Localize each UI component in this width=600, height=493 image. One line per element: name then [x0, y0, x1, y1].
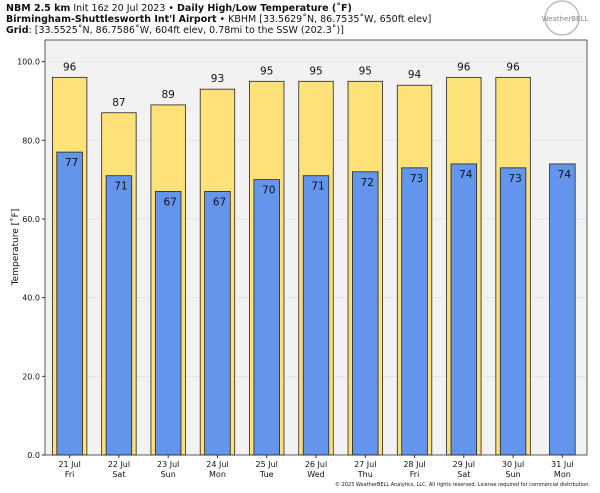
value-label: 71: [311, 181, 324, 193]
plot-frame: [44, 39, 588, 456]
footer: © 2023 WeatherBELL Analytics, LLC. All r…: [335, 481, 590, 488]
bar: [450, 163, 478, 456]
x-tick-weekday: Sat: [457, 470, 470, 479]
x-tick-weekday: Fri: [65, 470, 75, 479]
value-label: 93: [211, 73, 224, 85]
value-label: 67: [163, 196, 176, 208]
x-tick-label: 27 Jul: [354, 460, 376, 469]
title-part: : [33.5525˚N, 86.7586˚W, 604ft elev, 0.7…: [29, 25, 344, 36]
title-part: Grid: [6, 25, 29, 36]
value-label: 89: [161, 89, 174, 101]
x-tick-weekday: Wed: [307, 470, 324, 479]
x-tick-label: 30 Jul: [502, 460, 524, 469]
y-tick-label: 80.0: [22, 136, 40, 145]
y-tick-label: 40.0: [22, 294, 40, 303]
x-tick-label: 31 Jul: [551, 460, 573, 469]
x-tick-label: 21 Jul: [58, 460, 80, 469]
logo: WeatherBELL: [542, 15, 589, 23]
value-label: 96: [506, 61, 520, 73]
x-tick-weekday: Mon: [209, 470, 226, 479]
x-tick-label: 22 Jul: [108, 460, 130, 469]
bar: [154, 191, 182, 456]
title-part: Daily High/Low Temperature (˚F): [177, 3, 352, 14]
bar: [549, 163, 576, 456]
value-label: 70: [262, 185, 275, 197]
value-label: 73: [410, 173, 423, 185]
title-part: • KBHM [33.5629˚N, 86.7535˚W, 650ft elev…: [216, 14, 431, 25]
x-tick-weekday: Sat: [112, 470, 125, 479]
value-label: 72: [361, 177, 374, 189]
x-tick-label: 23 Jul: [157, 460, 179, 469]
bar: [105, 175, 133, 456]
value-label: 95: [359, 65, 372, 77]
bar: [352, 171, 379, 456]
title-part: Birmingham-Shuttlesworth Int'l Airport: [6, 14, 217, 25]
x-tick-weekday: Thu: [357, 470, 373, 479]
x-tick-weekday: Sun: [161, 470, 176, 479]
value-label: 73: [508, 173, 521, 185]
x-tick-label: 26 Jul: [305, 460, 327, 469]
x-tick-label: 29 Jul: [453, 460, 475, 469]
x-tick-label: 24 Jul: [206, 460, 228, 469]
bar: [401, 167, 428, 456]
title-line: NBM 2.5 km Init 16z 20 Jul 2023 • Daily …: [6, 3, 352, 14]
logo-mark: [544, 0, 580, 36]
title-part: NBM 2.5 km: [6, 3, 70, 14]
bar: [56, 151, 83, 456]
value-label: 94: [408, 69, 422, 81]
x-tick-label: 28 Jul: [403, 460, 425, 469]
value-label: 77: [65, 157, 78, 169]
y-tick-label: 60.0: [22, 215, 40, 224]
x-tick-weekday: Mon: [554, 470, 571, 479]
value-label: 74: [558, 169, 572, 181]
x-tick-weekday: Tue: [259, 470, 274, 479]
bar: [253, 179, 280, 456]
bar: [499, 167, 527, 456]
value-label: 87: [112, 97, 125, 109]
title-line: Grid: [33.5525˚N, 86.7586˚W, 604ft elev,…: [6, 25, 344, 36]
y-axis-label: Temperature [˚F]: [10, 209, 21, 287]
title-part: Init 16z 20 Jul 2023 •: [70, 3, 177, 14]
value-label: 95: [260, 65, 273, 77]
bar: [302, 175, 330, 456]
title-line: Birmingham-Shuttlesworth Int'l Airport •…: [6, 14, 431, 25]
value-label: 95: [309, 65, 322, 77]
x-tick-weekday: Sun: [505, 470, 520, 479]
y-tick-label: 20.0: [22, 372, 40, 381]
x-tick-label: 25 Jul: [256, 460, 278, 469]
value-label: 96: [457, 61, 471, 73]
y-tick-label: 0.0: [27, 451, 40, 460]
value-label: 74: [459, 169, 473, 181]
bar: [204, 191, 231, 456]
value-label: 96: [63, 61, 77, 73]
y-tick-label: 100.0: [17, 58, 40, 67]
value-label: 67: [213, 196, 226, 208]
value-label: 71: [114, 181, 127, 193]
x-tick-weekday: Fri: [410, 470, 420, 479]
